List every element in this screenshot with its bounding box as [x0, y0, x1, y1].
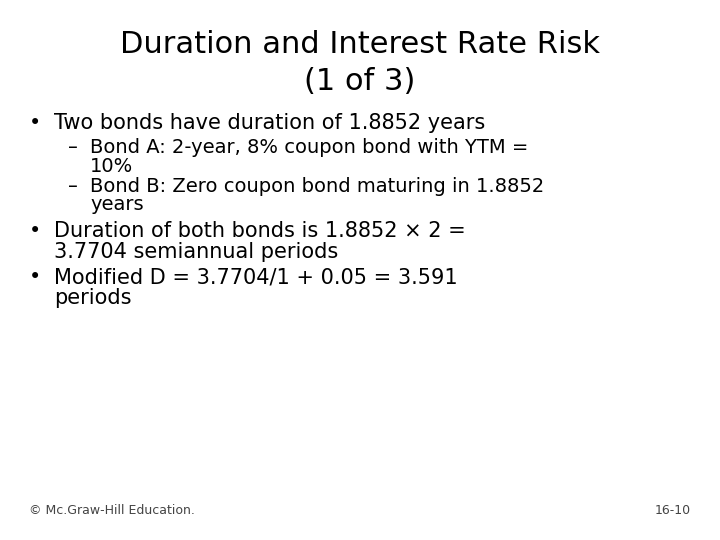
Text: –: – — [68, 177, 78, 196]
Text: Bond B: Zero coupon bond maturing in 1.8852: Bond B: Zero coupon bond maturing in 1.8… — [90, 177, 544, 196]
Text: INVESTMENTS | BODIE, KANE, MARCUS: INVESTMENTS | BODIE, KANE, MARCUS — [366, 466, 698, 482]
Text: periods: periods — [54, 288, 132, 308]
Text: •: • — [29, 267, 41, 287]
Text: Bond A: 2-year, 8% coupon bond with YTM =: Bond A: 2-year, 8% coupon bond with YTM … — [90, 138, 528, 157]
Text: (1 of 3): (1 of 3) — [305, 68, 415, 97]
Text: © Mc.Graw-Hill Education.: © Mc.Graw-Hill Education. — [29, 504, 194, 517]
Text: 3.7704 semiannual periods: 3.7704 semiannual periods — [54, 242, 338, 262]
Text: •: • — [29, 113, 41, 133]
Text: Two bonds have duration of 1.8852 years: Two bonds have duration of 1.8852 years — [54, 113, 485, 133]
Text: 16-10: 16-10 — [655, 504, 691, 517]
Text: Duration and Interest Rate Risk: Duration and Interest Rate Risk — [120, 30, 600, 59]
Text: •: • — [29, 221, 41, 241]
Text: 10%: 10% — [90, 157, 133, 176]
Text: Duration of both bonds is 1.8852 × 2 =: Duration of both bonds is 1.8852 × 2 = — [54, 221, 466, 241]
Text: years: years — [90, 195, 143, 214]
Text: Modified D = 3.7704/1 + 0.05 = 3.591: Modified D = 3.7704/1 + 0.05 = 3.591 — [54, 267, 458, 287]
Text: –: – — [68, 138, 78, 157]
